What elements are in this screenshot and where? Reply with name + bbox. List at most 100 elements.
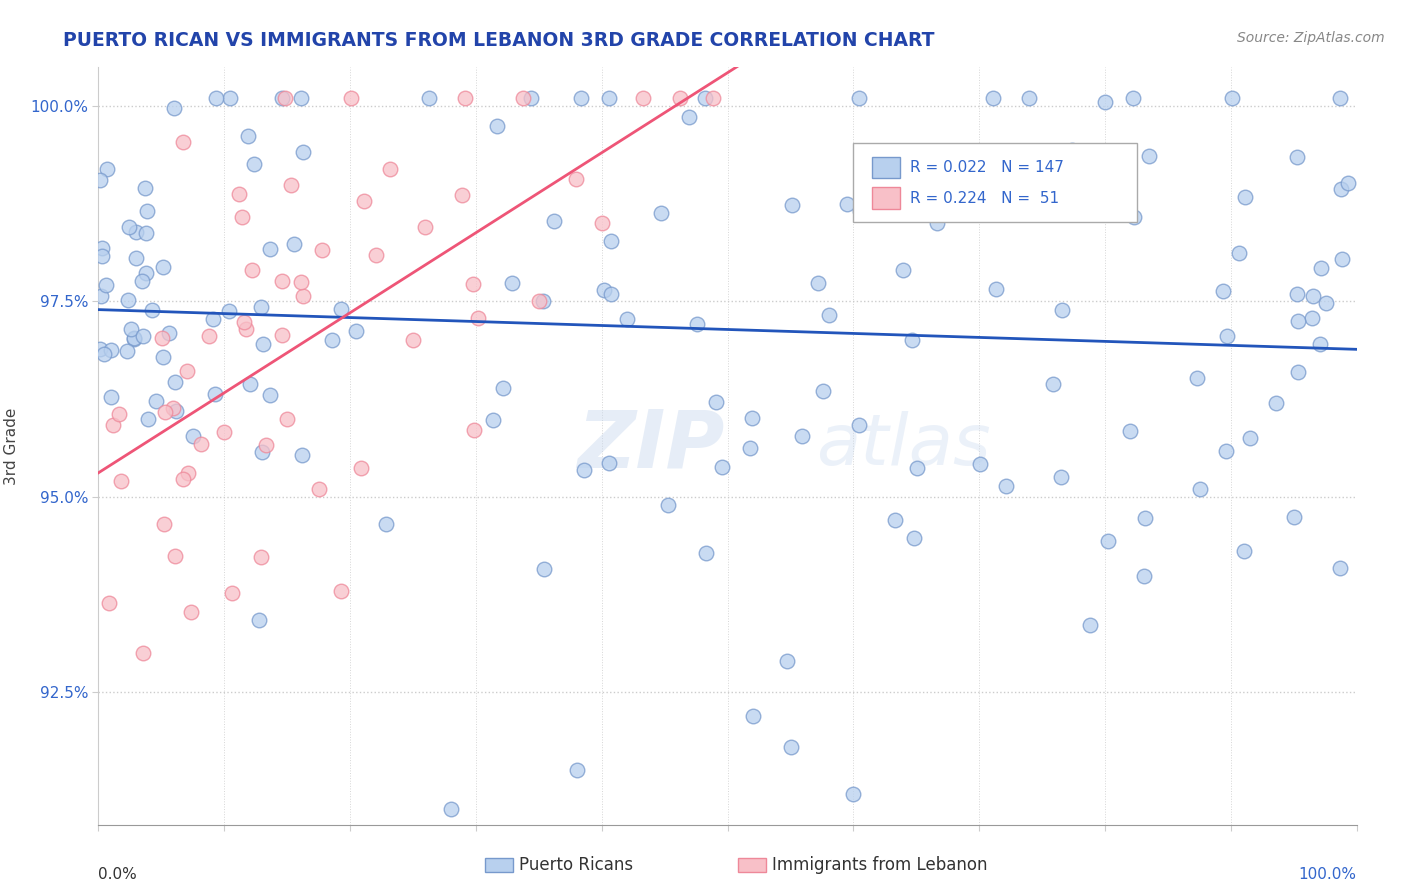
Point [591, 216, 613, 230]
Point [122, 333, 145, 347]
Point [162, 401, 184, 415]
Point [1212, 284, 1234, 298]
Point [150, 331, 173, 345]
Point [259, 243, 281, 257]
Point [1286, 287, 1309, 301]
Point [243, 156, 266, 170]
Point [131, 328, 153, 343]
Point [889, 194, 911, 208]
Point [110, 474, 132, 488]
Point [152, 350, 174, 364]
Point [135, 266, 157, 280]
Point [1301, 311, 1323, 326]
Point [527, 294, 550, 309]
FancyBboxPatch shape [853, 143, 1136, 222]
Point [650, 206, 672, 220]
Point [101, 418, 124, 433]
Point [572, 463, 595, 477]
FancyBboxPatch shape [872, 187, 900, 209]
Point [238, 377, 260, 392]
Point [135, 203, 157, 218]
Point [467, 311, 489, 326]
Text: R = 0.224   N =  51: R = 0.224 N = 51 [910, 191, 1059, 205]
Point [1185, 370, 1208, 384]
Point [520, 91, 543, 105]
Point [180, 605, 202, 619]
Point [569, 91, 592, 105]
Point [153, 516, 176, 531]
Point [564, 172, 586, 186]
Point [89, 343, 111, 357]
Point [271, 91, 294, 105]
Point [1227, 245, 1250, 260]
Point [482, 412, 505, 426]
Point [1309, 337, 1331, 351]
Point [454, 91, 477, 105]
Point [124, 225, 146, 239]
Point [1329, 560, 1351, 574]
Point [163, 375, 186, 389]
Point [276, 411, 298, 425]
Point [1330, 252, 1353, 266]
Point [969, 457, 991, 471]
Point [780, 198, 803, 212]
Point [451, 187, 474, 202]
Point [486, 120, 509, 134]
Point [1282, 510, 1305, 524]
Point [1265, 396, 1288, 410]
Point [1080, 617, 1102, 632]
Point [1049, 470, 1071, 484]
Point [247, 613, 270, 627]
Point [413, 219, 436, 234]
Point [512, 91, 534, 105]
Point [176, 467, 198, 481]
Point [883, 513, 905, 527]
Point [1123, 210, 1146, 224]
Point [271, 328, 294, 343]
Point [100, 390, 122, 404]
Point [250, 300, 273, 314]
Point [153, 404, 176, 418]
Point [235, 322, 257, 336]
Point [1042, 377, 1064, 392]
Text: Immigrants from Lebanon: Immigrants from Lebanon [772, 856, 987, 874]
Y-axis label: 3rd Grade: 3rd Grade [4, 408, 18, 484]
Text: ZIP: ZIP [576, 407, 724, 485]
Point [678, 110, 700, 124]
Point [669, 91, 692, 105]
Point [565, 764, 588, 778]
Point [927, 216, 949, 230]
Point [818, 309, 841, 323]
Point [1220, 91, 1243, 105]
Point [1315, 295, 1337, 310]
Point [283, 237, 305, 252]
Point [598, 91, 620, 105]
Text: 0.0%: 0.0% [98, 867, 138, 882]
Point [96, 161, 118, 176]
Point [994, 479, 1017, 493]
Point [463, 423, 485, 437]
Point [152, 260, 174, 274]
Point [240, 262, 263, 277]
Point [125, 252, 148, 266]
Point [1215, 443, 1237, 458]
Point [117, 293, 139, 308]
Point [212, 425, 235, 440]
Point [900, 334, 922, 348]
Point [813, 384, 835, 399]
Point [252, 336, 274, 351]
Point [145, 394, 167, 409]
Point [704, 395, 727, 409]
Point [290, 275, 312, 289]
Point [657, 499, 679, 513]
Point [201, 312, 224, 326]
Text: Source: ZipAtlas.com: Source: ZipAtlas.com [1237, 31, 1385, 45]
Point [984, 282, 1007, 296]
Point [1050, 303, 1073, 318]
Point [250, 445, 273, 459]
Point [100, 343, 122, 357]
Point [238, 128, 260, 143]
Point [89, 173, 111, 187]
Point [740, 442, 762, 456]
Point [600, 286, 623, 301]
